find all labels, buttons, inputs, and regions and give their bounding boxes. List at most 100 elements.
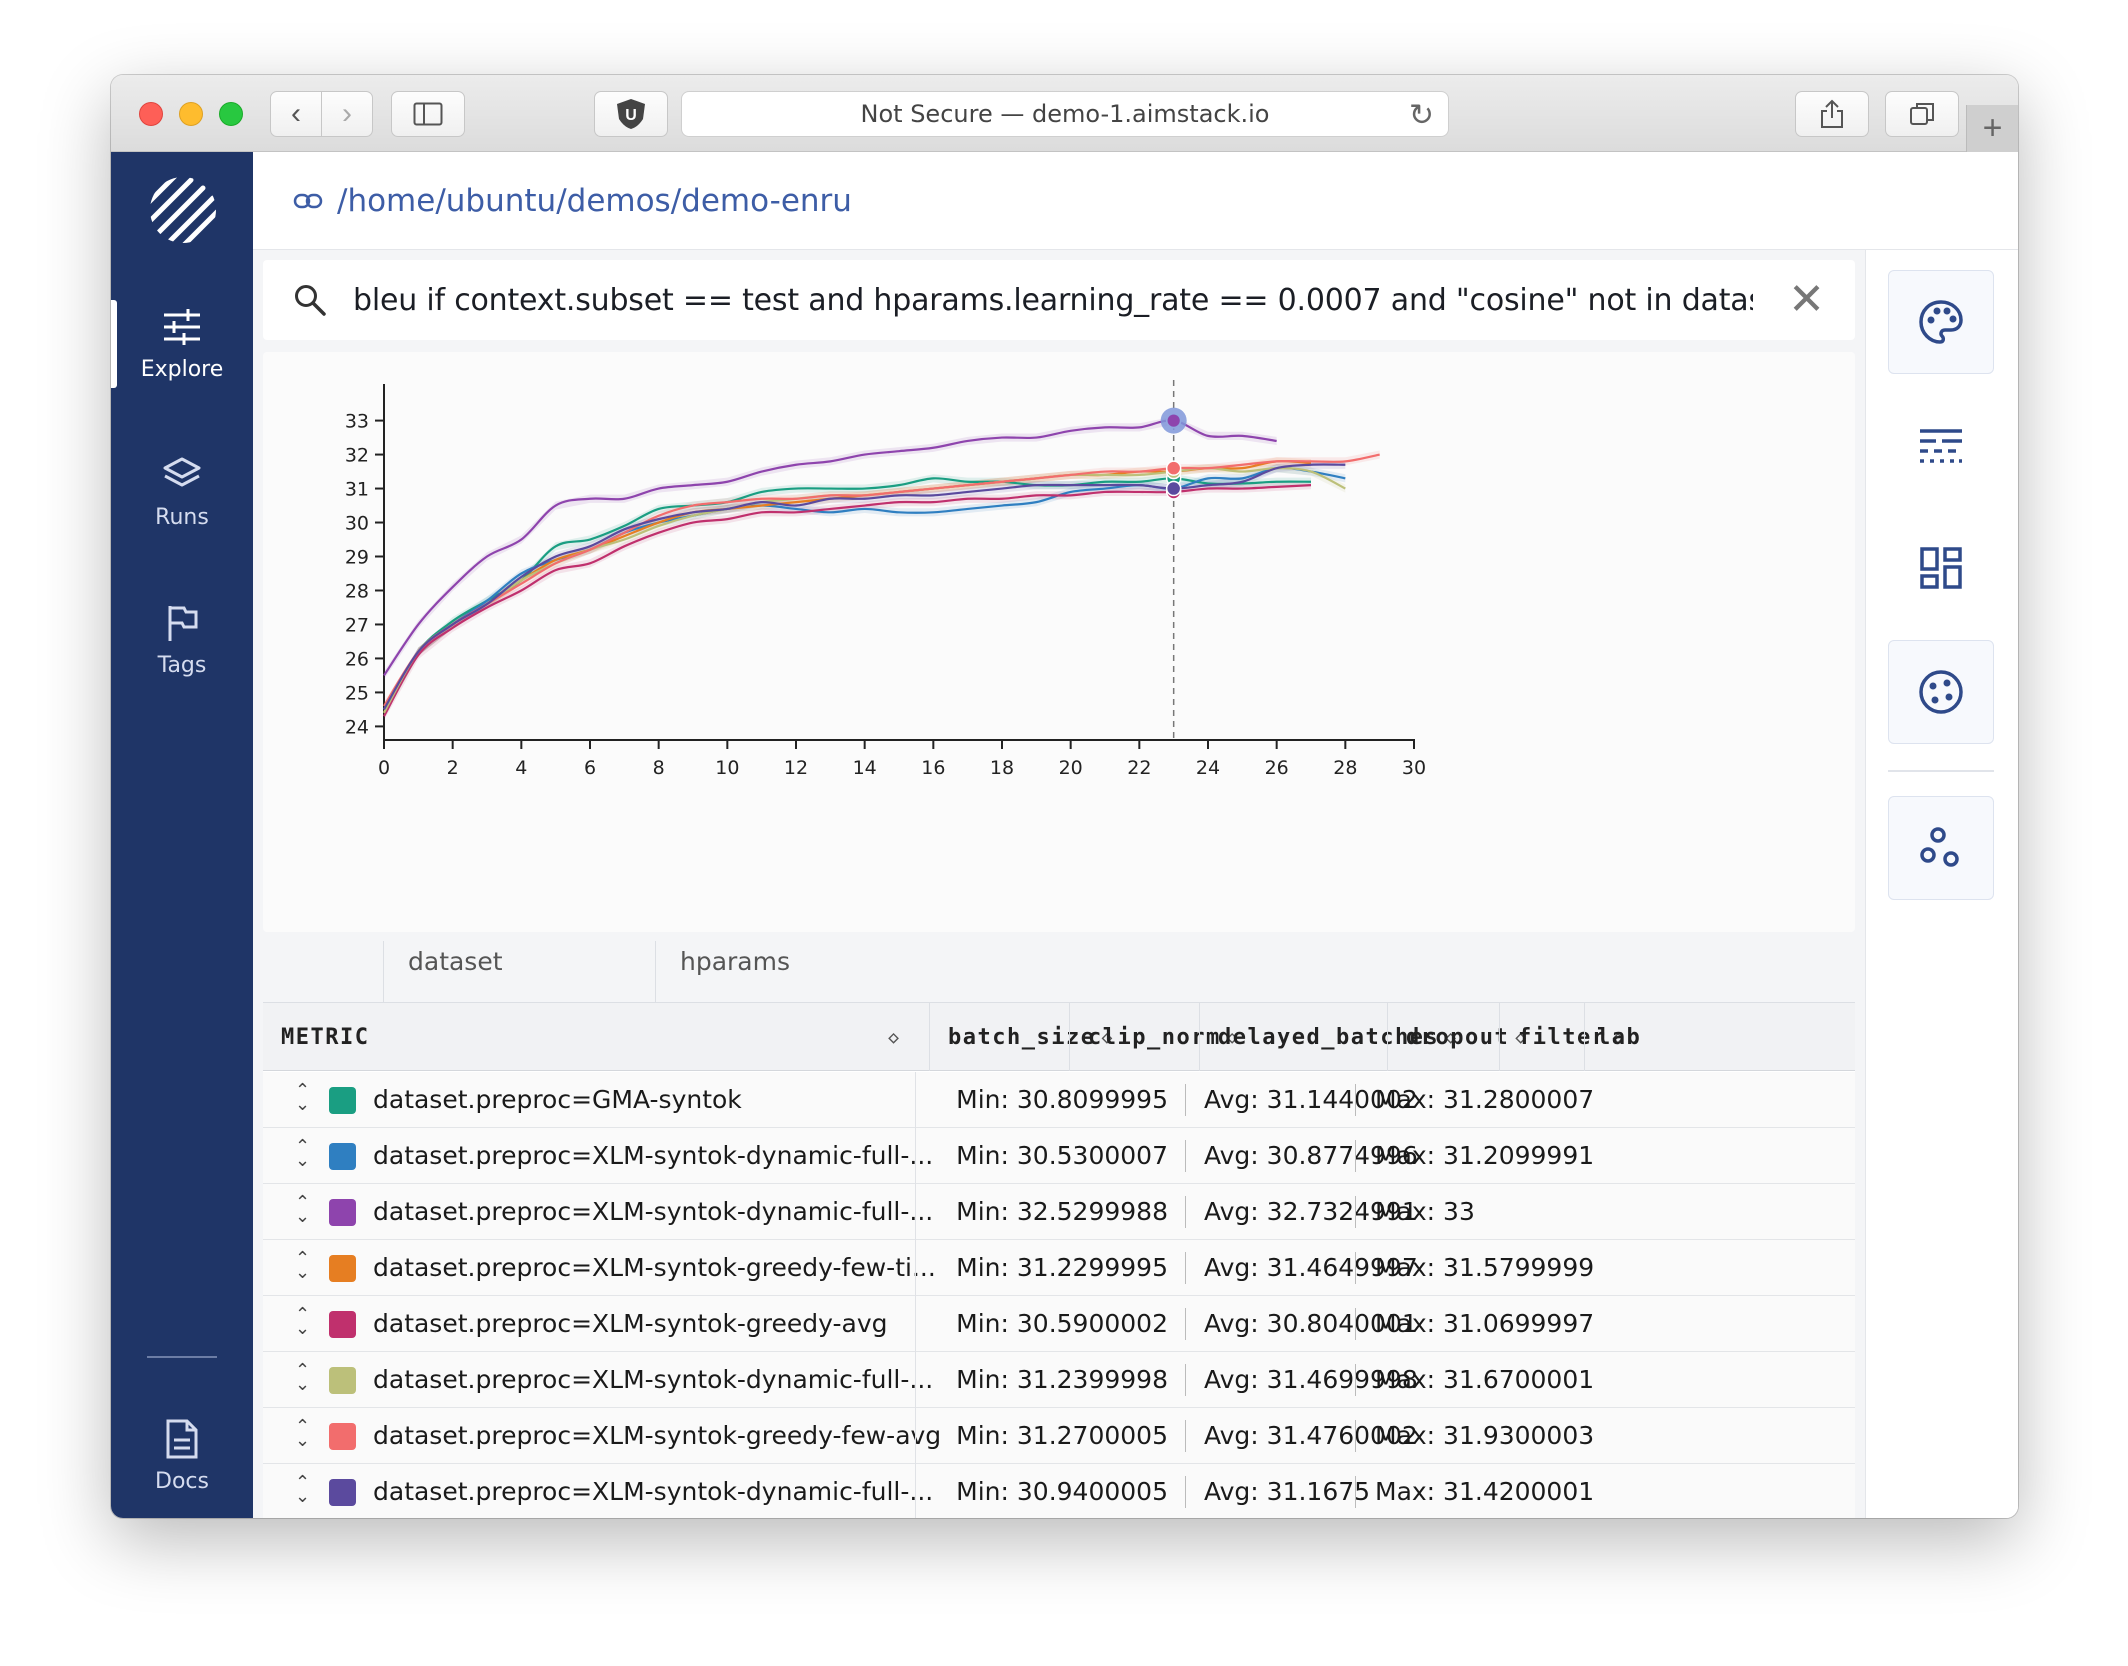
table-row[interactable]: ⌃ ⌄ dataset.preproc=XLM-syntok-greedy-avg M… [263, 1296, 1855, 1352]
color-swatch [329, 1255, 356, 1282]
min-value: Min: 30.9400005 [956, 1477, 1168, 1506]
divide-charts-button[interactable] [1888, 516, 1994, 620]
color-swatch [329, 1087, 356, 1114]
reorder-icon[interactable]: ⌃ ⌄ [295, 1192, 311, 1227]
stroke-style-button[interactable] [1888, 394, 1994, 498]
max-value: Max: 31.2800007 [1375, 1085, 1595, 1114]
reorder-icon[interactable]: ⌃ ⌄ [295, 1080, 311, 1115]
sidebar-item-runs[interactable]: Runs [111, 440, 253, 544]
panel-divider [1888, 770, 1994, 772]
column-header-label: lab [1597, 1024, 1642, 1050]
minimize-window-button[interactable] [179, 102, 203, 126]
x-tick-label: 30 [1402, 757, 1426, 779]
value-separator [1185, 1476, 1186, 1508]
clear-search-icon[interactable]: ✕ [1788, 274, 1825, 325]
query-search-bar[interactable]: bleu if context.subset == test and hpara… [263, 260, 1855, 340]
back-button[interactable]: ‹ [270, 91, 322, 137]
reorder-icon[interactable]: ⌃ ⌄ [295, 1248, 311, 1283]
color-swatch [329, 1479, 356, 1506]
aggregate-button[interactable] [1888, 796, 1994, 900]
zoom-window-button[interactable] [219, 102, 243, 126]
cookie-icon [1919, 670, 1963, 714]
value-separator [1355, 1140, 1356, 1172]
min-value: Min: 31.2700005 [956, 1421, 1168, 1450]
new-tab-button[interactable]: + [1966, 105, 2018, 152]
tabs-overview-button[interactable] [1885, 91, 1959, 137]
max-value: Max: 31.6700001 [1375, 1365, 1595, 1394]
column-header-metric[interactable]: METRIC ◇ [263, 1003, 915, 1071]
column-separator [915, 1464, 916, 1518]
value-separator [1185, 1252, 1186, 1284]
sidebar-item-label: Docs [155, 1468, 209, 1494]
color-swatch [329, 1199, 356, 1226]
search-input[interactable]: bleu if context.subset == test and hpara… [353, 282, 1753, 318]
run-group-name: dataset.preproc=GMA-syntok [373, 1085, 742, 1114]
sort-icon[interactable]: ◇ [1612, 1026, 1624, 1048]
flag-icon [164, 603, 200, 643]
layers-icon [162, 455, 202, 495]
table-row[interactable]: ⌃ ⌄ dataset.preproc=GMA-syntok Min: 30.8099… [263, 1072, 1855, 1128]
table-row[interactable]: ⌃ ⌄ dataset.preproc=XLM-syntok-greedy-few-… [263, 1240, 1855, 1296]
series-line[interactable] [383, 460, 1312, 714]
column-header-batch-size[interactable]: batch_size ◇ [929, 1003, 1112, 1071]
aim-logo[interactable] [147, 174, 219, 246]
value-separator [1185, 1420, 1186, 1452]
reorder-icon[interactable]: ⌃ ⌄ [295, 1136, 311, 1171]
sidebar-toggle-button[interactable] [391, 91, 465, 137]
hover-point[interactable] [1165, 480, 1182, 497]
series-line[interactable] [383, 463, 1346, 710]
series-line[interactable] [383, 419, 1277, 677]
column-header-filter[interactable]: filter ◇ [1499, 1003, 1623, 1071]
table-row[interactable]: ⌃ ⌄ dataset.preproc=XLM-syntok-greedy-few-… [263, 1408, 1855, 1464]
sort-icon[interactable]: ◇ [888, 1026, 899, 1048]
min-value: Min: 31.2399998 [956, 1365, 1168, 1394]
table-row[interactable]: ⌃ ⌄ dataset.preproc=XLM-syntok-dynamic-ful… [263, 1352, 1855, 1408]
grouping-button[interactable] [1888, 640, 1994, 744]
experiment-path[interactable]: /home/ubuntu/demos/demo-enru [337, 182, 852, 219]
hover-point[interactable] [1165, 460, 1182, 476]
series-line[interactable] [383, 484, 1312, 717]
sort-icon[interactable]: ◇ [1101, 1026, 1113, 1048]
column-separator [915, 1184, 916, 1240]
sidebar-item-label: Tags [157, 652, 207, 678]
reload-icon[interactable]: ↻ [1408, 98, 1434, 133]
sliders-icon [162, 307, 202, 347]
value-separator [1355, 1308, 1356, 1340]
x-tick-label: 16 [921, 757, 945, 779]
table-row[interactable]: ⌃ ⌄ dataset.preproc=XLM-syntok-dynamic-ful… [263, 1128, 1855, 1184]
close-window-button[interactable] [139, 102, 163, 126]
reorder-icon[interactable]: ⌃ ⌄ [295, 1416, 311, 1451]
run-group-name: dataset.preproc=XLM-syntok-dynamic-full-… [373, 1365, 934, 1394]
reorder-icon[interactable]: ⌃ ⌄ [295, 1472, 311, 1507]
series-line[interactable] [383, 453, 1380, 707]
sort-icon[interactable]: ◇ [1515, 1026, 1527, 1048]
sidebar-item-docs[interactable]: Docs [111, 1404, 253, 1508]
reorder-icon[interactable]: ⌃ ⌄ [295, 1304, 311, 1339]
reorder-icon[interactable]: ⌃ ⌄ [295, 1360, 311, 1395]
forward-button[interactable]: › [321, 91, 373, 137]
column-header-clip-norm[interactable]: clip_norm ◇ [1069, 1003, 1238, 1071]
sort-icon[interactable]: ◇ [1445, 1026, 1457, 1048]
min-value: Min: 32.5299988 [956, 1197, 1168, 1226]
ublock-icon: U [617, 99, 645, 129]
palette-icon [1919, 300, 1963, 344]
column-header-lab[interactable]: lab [1584, 1003, 1664, 1071]
metric-line-chart[interactable]: 0 2 4 6 8 10 12 14 16 18 20 22 24 26 28 302425262728293… [263, 352, 1855, 932]
address-bar[interactable]: Not Secure — demo-1.aimstack.io ↻ [681, 91, 1449, 137]
column-header-dropout[interactable]: dropout ◇ [1387, 1003, 1526, 1071]
color-palette-button[interactable] [1888, 270, 1994, 374]
focused-point[interactable] [1167, 414, 1180, 427]
share-button[interactable] [1795, 91, 1869, 137]
sidebar-item-explore[interactable]: Explore [111, 292, 253, 396]
table-row[interactable]: ⌃ ⌄ dataset.preproc=XLM-syntok-dynamic-ful… [263, 1464, 1855, 1518]
extension-button[interactable]: U [594, 91, 668, 137]
avg-value: Avg: 30.8040001 [1204, 1309, 1418, 1338]
value-separator [1355, 1420, 1356, 1452]
sort-icon[interactable]: ◇ [1226, 1026, 1238, 1048]
sidebar-item-tags[interactable]: Tags [111, 588, 253, 692]
chevron-left-icon: ‹ [291, 97, 301, 130]
y-tick-label: 27 [345, 614, 369, 636]
column-header-delayed-batches[interactable]: delayed_batches ◇ [1199, 1003, 1456, 1071]
value-separator [1185, 1364, 1186, 1396]
table-row[interactable]: ⌃ ⌄ dataset.preproc=XLM-syntok-dynamic-ful… [263, 1184, 1855, 1240]
